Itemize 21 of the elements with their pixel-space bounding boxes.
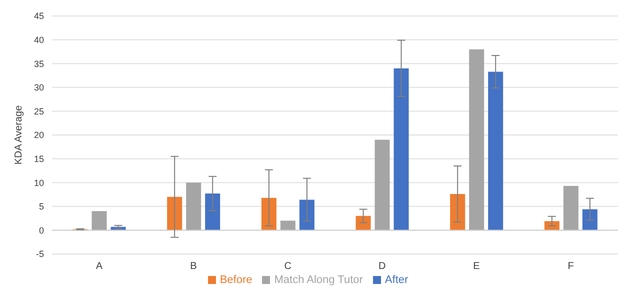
y-tick-label: 25 bbox=[34, 106, 44, 116]
y-tick-label: 30 bbox=[34, 82, 44, 93]
y-tick-label: 15 bbox=[34, 154, 44, 164]
y-tick-label: 10 bbox=[34, 178, 44, 188]
y-tick-label: -5 bbox=[36, 249, 44, 260]
legend-label: After bbox=[384, 274, 408, 286]
y-tick-label: 0 bbox=[38, 225, 44, 236]
y-tick-label: 20 bbox=[34, 130, 44, 140]
x-tick-label: F bbox=[568, 261, 574, 272]
legend-label: Before bbox=[220, 274, 252, 286]
x-tick-label: B bbox=[190, 261, 198, 272]
legend-label: Match Along Tutor bbox=[274, 274, 363, 286]
y-axis-title: KDA Average bbox=[14, 104, 25, 165]
y-tick-label: 35 bbox=[34, 58, 44, 69]
y-tick-label: 5 bbox=[38, 202, 44, 212]
x-tick-label: E bbox=[473, 261, 480, 272]
y-tick-label: 40 bbox=[34, 34, 44, 45]
x-tick-label: A bbox=[96, 261, 103, 272]
x-tick-label: C bbox=[284, 261, 292, 272]
y-tick-label: 45 bbox=[34, 11, 44, 22]
x-tick-label: D bbox=[378, 261, 386, 272]
